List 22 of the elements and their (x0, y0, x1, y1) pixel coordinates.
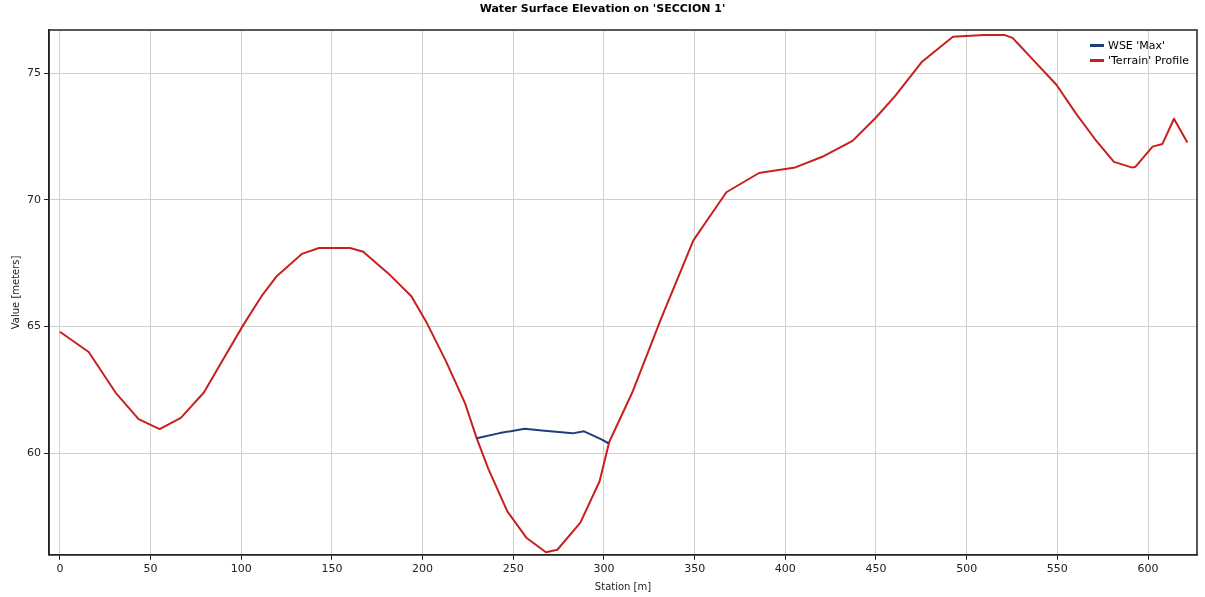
x-tick-label: 300 (593, 562, 615, 576)
x-axis-title: Station [m] (594, 580, 652, 592)
y-tick-label: 70 (27, 192, 41, 206)
x-tick-label: 400 (774, 562, 796, 576)
x-tick-label: 200 (412, 562, 434, 576)
y-axis-title: Value [meters] (9, 255, 21, 330)
legend-label: WSE 'Max' (1108, 38, 1166, 53)
x-tick-label: 250 (502, 562, 524, 576)
x-tick-label: 0 (56, 562, 64, 576)
x-tick-label: 150 (321, 562, 343, 576)
chart-title: Water Surface Elevation on 'SECCION 1' (478, 2, 727, 15)
x-tick-label: 550 (1046, 562, 1068, 576)
y-tick-label: 75 (27, 65, 41, 79)
x-tick-label: 100 (230, 562, 252, 576)
x-tick-label: 500 (956, 562, 978, 576)
legend-label: 'Terrain' Profile (1108, 53, 1189, 68)
y-tick-label: 60 (27, 446, 41, 460)
x-tick-label: 600 (1137, 562, 1159, 576)
y-tick-label: 65 (27, 319, 41, 333)
x-tick-label: 50 (143, 562, 158, 576)
x-tick-label: 450 (865, 562, 887, 576)
x-tick-label: 350 (684, 562, 706, 576)
